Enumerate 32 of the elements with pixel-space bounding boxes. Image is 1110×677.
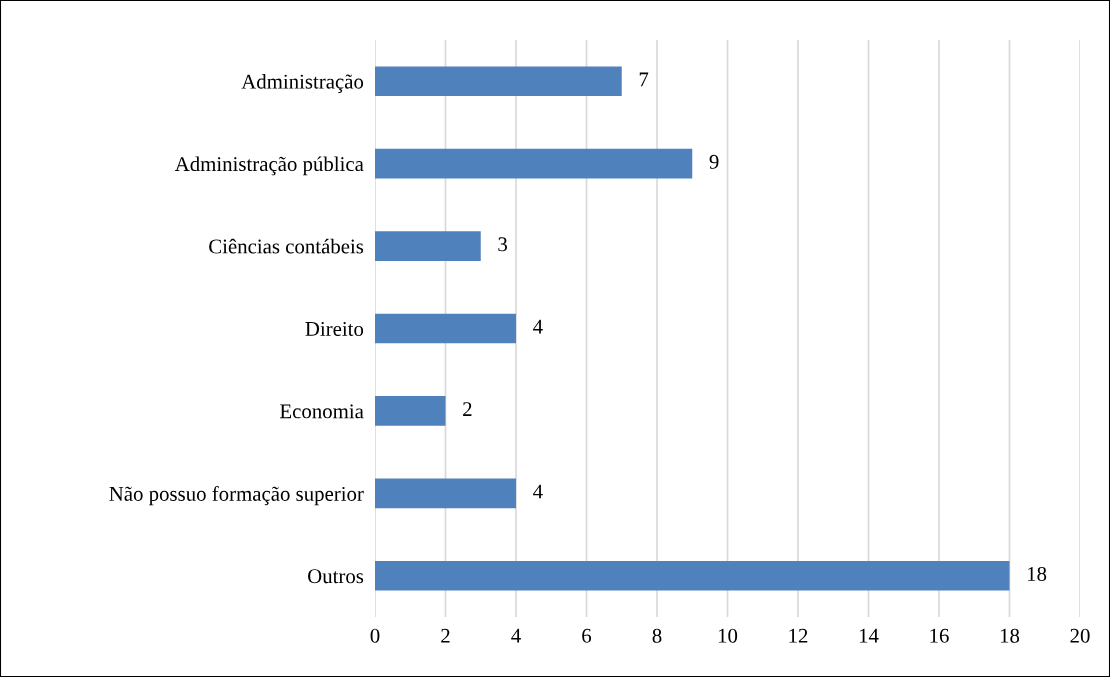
x-tick-label: 16 bbox=[930, 628, 949, 643]
y-tick-label: Economia bbox=[280, 404, 364, 419]
data-label: 4 bbox=[533, 484, 543, 499]
y-tick-label: Administração pública bbox=[174, 156, 364, 176]
data-label: 3 bbox=[498, 237, 508, 252]
data-label: 7 bbox=[639, 72, 649, 87]
bar bbox=[375, 231, 481, 261]
bar bbox=[375, 148, 693, 179]
bar bbox=[375, 396, 446, 426]
x-tick-label: 10 bbox=[718, 628, 738, 643]
x-tick-label: 2 bbox=[441, 628, 450, 643]
x-tick-label: 8 bbox=[652, 628, 662, 643]
bar bbox=[375, 313, 516, 344]
x-tick-label: 12 bbox=[789, 628, 808, 643]
x-tick-label: 20 bbox=[1070, 628, 1090, 643]
x-tick-label: 4 bbox=[511, 628, 521, 643]
bar bbox=[375, 66, 622, 97]
bar bbox=[375, 478, 516, 509]
x-tick-label: 18 bbox=[1000, 628, 1020, 643]
y-tick-label: Direito bbox=[305, 321, 364, 336]
x-tick-label: 14 bbox=[859, 628, 879, 643]
bar bbox=[375, 560, 1010, 591]
y-tick-label: Não possuo formação superior bbox=[109, 486, 364, 506]
data-label: 2 bbox=[463, 402, 472, 416]
x-tick-label: 0 bbox=[370, 628, 380, 643]
data-label: 9 bbox=[709, 154, 719, 169]
y-tick-label: Ciências contábeis bbox=[209, 238, 364, 254]
data-label: 18 bbox=[1028, 566, 1047, 581]
x-tick-label: 6 bbox=[582, 628, 592, 643]
data-label: 4 bbox=[533, 319, 543, 334]
y-tick-label: Administração bbox=[241, 73, 364, 93]
y-tick-label: Outros bbox=[308, 569, 364, 584]
